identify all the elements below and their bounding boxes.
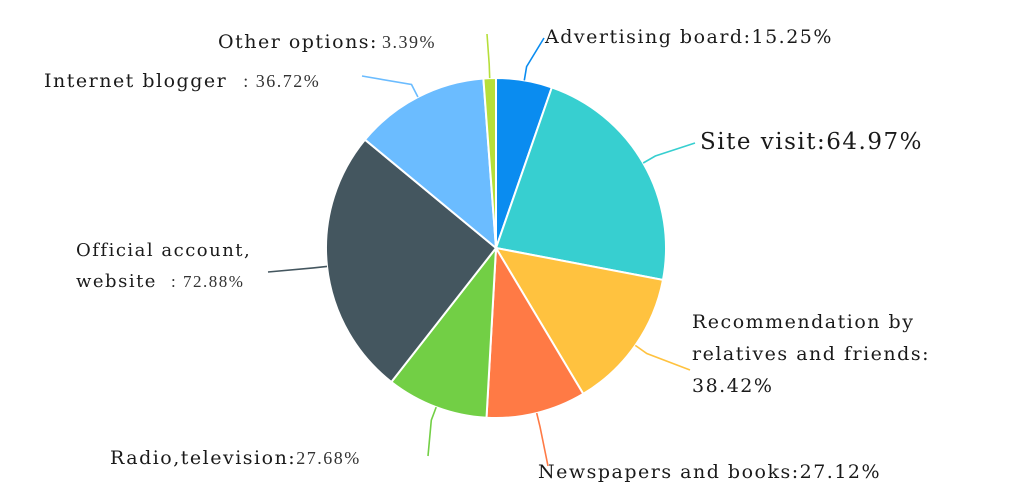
pie-slice-site-visit bbox=[495, 86, 668, 281]
pie-slice-other-options bbox=[482, 77, 497, 249]
slice-label-advertising-board: Advertising board:15.25% bbox=[544, 26, 833, 48]
slice-label-official-account-pct: : 72.88% bbox=[171, 272, 244, 291]
leader-line-7 bbox=[486, 33, 491, 79]
slice-label-recommendation-line1: Recommendation by bbox=[692, 311, 914, 333]
leader-lines bbox=[267, 33, 696, 467]
slice-label-other-options-pct: 3.39% bbox=[382, 32, 436, 52]
slice-label-recommendation: Recommendation by relatives and friends:… bbox=[692, 311, 938, 397]
slice-label-internet-blogger-name: Internet blogger bbox=[44, 70, 227, 92]
slice-label-other-options-name: Other options: bbox=[218, 31, 378, 53]
slice-label-recommendation-line2: relatives and friends: bbox=[692, 343, 930, 365]
leader-line-5 bbox=[267, 265, 328, 273]
pie-slice-internet-blogger bbox=[363, 77, 497, 249]
slice-label-other-options: Other options: 3.39% bbox=[218, 31, 436, 53]
leader-line-6 bbox=[361, 75, 419, 98]
slice-label-radio-tv: Radio,television:27.68% bbox=[110, 447, 361, 469]
slice-label-internet-blogger: Internet blogger : 36.72% bbox=[44, 70, 320, 92]
slice-label-recommendation-line3: 38.42% bbox=[692, 375, 773, 397]
leader-line-4 bbox=[427, 406, 437, 457]
slice-label-official-account: Official account, website : 72.88% bbox=[76, 240, 259, 292]
slice-label-radio-tv-name: Radio,television: bbox=[110, 447, 296, 469]
slice-label-official-account-line1: Official account, bbox=[76, 240, 251, 261]
slice-label-site-visit: Site visit:64.97% bbox=[700, 129, 923, 155]
slice-label-official-account-line2: website bbox=[76, 271, 157, 292]
leader-line-0 bbox=[523, 37, 545, 81]
slice-label-newspapers: Newspapers and books:27.12% bbox=[538, 461, 881, 483]
pie-slice-official-account-website bbox=[325, 138, 497, 383]
slice-label-internet-blogger-pct: : 36.72% bbox=[243, 71, 320, 91]
leader-line-1 bbox=[642, 142, 696, 164]
pie-slices bbox=[325, 77, 668, 420]
leader-line-2 bbox=[634, 344, 691, 371]
leader-line-3 bbox=[535, 412, 549, 467]
pie-slice-newspapers-and-books bbox=[485, 247, 585, 420]
slice-label-radio-tv-pct: 27.68% bbox=[296, 448, 361, 468]
